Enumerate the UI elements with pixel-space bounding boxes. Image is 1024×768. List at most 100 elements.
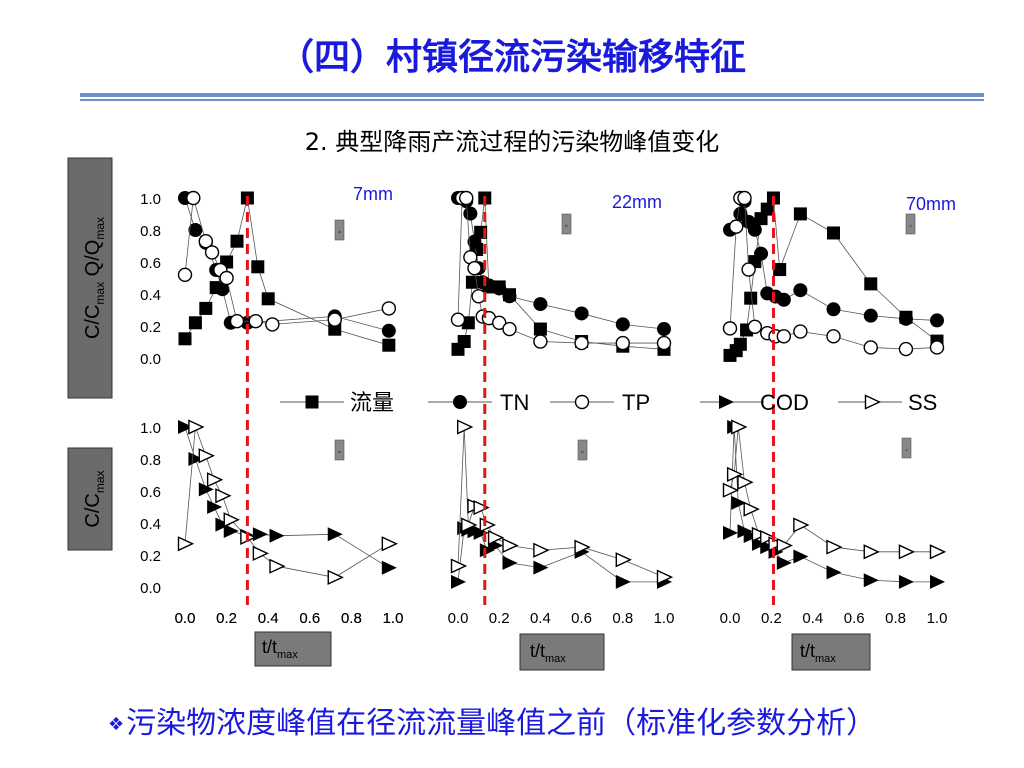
tn-point — [898, 311, 913, 326]
flow-point — [773, 263, 787, 277]
ss-point — [252, 545, 270, 561]
legend-label: TN — [500, 390, 529, 415]
cod-point — [719, 395, 734, 409]
tp-point — [459, 190, 474, 206]
x-tick-label: 0.2 — [216, 610, 237, 627]
x-tick-label: 0.4 — [258, 610, 279, 627]
flow-point — [230, 234, 244, 248]
tp-point — [204, 245, 220, 260]
legend-label: SS — [908, 390, 937, 415]
cod-point — [207, 500, 223, 514]
x-tick-label: 1.0 — [654, 610, 675, 627]
title-divider — [80, 93, 984, 97]
tn-point — [615, 317, 630, 332]
ss-point — [737, 474, 754, 490]
ss-point — [793, 517, 810, 533]
series-line-TP — [184, 197, 389, 325]
tp-point — [502, 321, 517, 337]
legend-label: TP — [622, 390, 650, 415]
legend: 流量 TN TP COD SS — [280, 390, 937, 416]
ss-point — [615, 552, 632, 568]
cod-point — [930, 574, 945, 589]
x-tick-label: 0.0 — [720, 610, 741, 627]
flow-point — [199, 301, 213, 315]
cod-point — [723, 525, 738, 540]
tp-point — [729, 219, 744, 234]
y-tick-label: 0.4 — [140, 287, 161, 304]
tn-point — [793, 283, 808, 298]
y-tick-label: 0.2 — [140, 319, 161, 336]
x-tick-label: 0.0 — [175, 610, 196, 627]
cod-point — [473, 525, 489, 540]
panel-tag-label: a — [338, 449, 341, 454]
ss-point — [456, 419, 474, 435]
title-divider-thin — [80, 99, 984, 101]
tn-point — [574, 306, 589, 321]
flow-point — [382, 338, 396, 352]
panel-tag-label: c — [910, 223, 912, 228]
panel-top-7mm: 0.0 0.2 0.4 0.6 0.8 1.0 0.0 0.2 0.4 0.6 0.8 1.0 7mm a — [140, 184, 403, 627]
flow-point — [827, 226, 840, 240]
flow-point — [793, 207, 807, 221]
y-tick-label: 1.0 — [140, 420, 161, 437]
ss-point — [574, 539, 591, 555]
x-tick-label: 0.4 — [802, 610, 823, 627]
ss-point — [327, 569, 344, 585]
tp-point — [229, 314, 245, 329]
tp-point — [741, 262, 756, 277]
tp-point — [198, 233, 214, 249]
tp-point — [327, 312, 342, 327]
ss-point — [269, 558, 286, 574]
tn-point — [863, 308, 878, 323]
ss-point — [743, 501, 760, 517]
x-label-box-2: t/tmax — [519, 633, 605, 671]
series-line-TN — [458, 197, 665, 330]
y-tick-label: 0.0 — [140, 580, 161, 597]
cod-point — [269, 528, 285, 543]
ss-point — [898, 544, 916, 560]
x-tick-label: 0.2 — [216, 610, 237, 627]
x-tick-label: 0.0 — [175, 610, 196, 627]
cod-point — [198, 482, 214, 497]
x-tick-label: 0.6 — [299, 610, 320, 627]
ss-point — [198, 448, 215, 464]
panel-tag-box — [577, 439, 588, 461]
x-tick-label: 0.4 — [258, 610, 279, 627]
tp-point — [722, 321, 738, 336]
flow-point — [188, 316, 202, 330]
page-title: （四）村镇径流污染输移特征 — [277, 37, 746, 78]
tn-point — [453, 395, 467, 409]
y-tick-label: 0.8 — [140, 452, 161, 469]
flow-point — [178, 332, 192, 346]
conclusion-label: 污染物浓度峰值在径流流量峰值之前（标准化参数分析） — [126, 706, 877, 741]
tp-point — [265, 317, 280, 332]
cod-point — [826, 565, 842, 580]
panel-bottom-22mm: 0.0 0.2 0.4 0.6 0.8 1.0 b — [448, 419, 675, 627]
cod-point — [327, 527, 343, 542]
x-tick-label: 0.2 — [761, 610, 782, 627]
ss-point — [479, 517, 497, 533]
x-tick-label: 0.8 — [885, 610, 906, 627]
panel-tag-label: c — [906, 447, 908, 452]
cod-point — [615, 574, 631, 589]
x-tick-label: 0.6 — [299, 610, 320, 627]
x-tick-label: 0.8 — [612, 610, 633, 627]
x-tick-label: 0.8 — [341, 610, 362, 627]
tn-point — [492, 281, 507, 296]
cod-point — [863, 573, 879, 588]
ss-point — [223, 512, 240, 528]
x-tick-label: 0.4 — [530, 610, 551, 627]
y-tick-label: 0.6 — [140, 255, 161, 272]
tn-point — [381, 323, 396, 338]
chart-subtitle: 2. 典型降雨产流过程的污染物峰值变化 — [304, 128, 720, 156]
y-tick-label: 1.0 — [140, 191, 161, 208]
y-label-box-bottom: C/Cmax — [67, 447, 113, 551]
x-tick-label: 0.6 — [844, 610, 865, 627]
cod-point — [381, 560, 397, 575]
tp-point — [898, 341, 914, 357]
plot-area: 0.0 0.2 0.4 0.6 0.8 1.0 0.0 0.2 0.4 0.6 0.8 1.0 7mm a… — [140, 184, 956, 627]
x-tick-label: 0.0 — [448, 610, 469, 627]
x-tick-label: 1.0 — [383, 610, 404, 627]
flow-point — [864, 277, 878, 291]
